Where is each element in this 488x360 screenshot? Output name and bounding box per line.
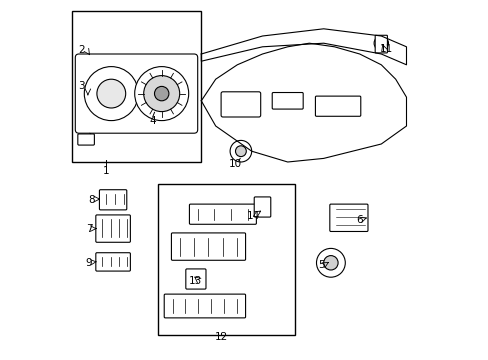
Circle shape — [230, 140, 251, 162]
FancyBboxPatch shape — [185, 269, 205, 289]
Text: 12: 12 — [214, 332, 227, 342]
Circle shape — [143, 76, 179, 112]
Text: 13: 13 — [189, 276, 202, 286]
FancyBboxPatch shape — [99, 190, 126, 210]
Circle shape — [97, 79, 125, 108]
FancyBboxPatch shape — [171, 233, 245, 260]
Bar — [158, 184, 294, 335]
Circle shape — [316, 248, 345, 277]
Text: 11: 11 — [379, 44, 392, 54]
Text: 5: 5 — [318, 260, 325, 270]
Circle shape — [235, 146, 246, 157]
Circle shape — [84, 67, 138, 121]
FancyBboxPatch shape — [272, 93, 303, 109]
FancyBboxPatch shape — [96, 215, 130, 242]
Text: 9: 9 — [85, 258, 92, 268]
Circle shape — [373, 36, 387, 50]
Circle shape — [323, 256, 337, 270]
Circle shape — [134, 67, 188, 121]
FancyBboxPatch shape — [315, 96, 360, 116]
Text: 4: 4 — [149, 116, 156, 126]
Text: 14: 14 — [246, 211, 260, 221]
Text: 1: 1 — [102, 166, 109, 176]
Text: 6: 6 — [356, 215, 362, 225]
FancyBboxPatch shape — [78, 134, 94, 145]
Bar — [72, 11, 201, 162]
Text: 7: 7 — [85, 224, 92, 234]
Text: 8: 8 — [88, 195, 95, 205]
FancyBboxPatch shape — [96, 253, 130, 271]
FancyBboxPatch shape — [254, 197, 270, 217]
FancyBboxPatch shape — [374, 35, 386, 53]
FancyBboxPatch shape — [75, 54, 197, 133]
Text: 10: 10 — [229, 159, 242, 169]
Text: 2: 2 — [78, 45, 85, 55]
FancyBboxPatch shape — [164, 294, 245, 318]
Circle shape — [154, 86, 168, 101]
FancyBboxPatch shape — [221, 92, 260, 117]
Text: 3: 3 — [78, 81, 85, 91]
FancyBboxPatch shape — [189, 204, 256, 224]
FancyBboxPatch shape — [329, 204, 367, 231]
